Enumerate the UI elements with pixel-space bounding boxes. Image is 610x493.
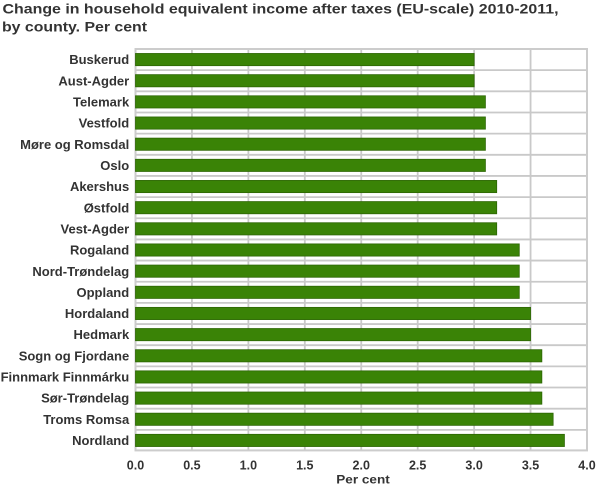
svg-text:Finnmark Finnmárku: Finnmark Finnmárku [1,370,130,385]
svg-text:Sør-Trøndelag: Sør-Trøndelag [41,391,129,406]
svg-text:3.5: 3.5 [522,458,539,472]
svg-text:Troms Romsa: Troms Romsa [43,412,130,427]
svg-text:Møre og Romsdal: Møre og Romsdal [20,137,129,152]
svg-text:0.5: 0.5 [183,458,200,472]
svg-text:4.0: 4.0 [578,458,595,472]
svg-text:Hordaland: Hordaland [65,306,129,321]
svg-text:0.0: 0.0 [127,458,144,472]
svg-text:Telemark: Telemark [73,94,130,109]
svg-text:Per cent: Per cent [336,473,390,487]
svg-text:Nordland: Nordland [72,433,129,448]
svg-text:Sogn og Fjordane: Sogn og Fjordane [19,348,130,363]
svg-text:Oslo: Oslo [100,158,129,173]
svg-text:Akershus: Akershus [70,179,129,194]
svg-text:Aust-Agder: Aust-Agder [58,73,129,88]
svg-text:Hedmark: Hedmark [74,327,130,342]
svg-text:Rogaland: Rogaland [70,243,129,258]
svg-text:2.0: 2.0 [353,458,370,472]
svg-text:by county. Per cent: by county. Per cent [2,19,147,35]
svg-text:Buskerud: Buskerud [69,52,129,67]
svg-text:3.0: 3.0 [465,458,482,472]
svg-text:1.0: 1.0 [240,458,257,472]
svg-text:Vest-Agder: Vest-Agder [61,221,130,236]
svg-text:2.5: 2.5 [409,458,426,472]
svg-text:Change in household equivalent: Change in household equivalent income af… [3,2,559,18]
svg-text:1.5: 1.5 [296,458,313,472]
svg-text:Østfold: Østfold [84,200,130,215]
svg-text:Nord-Trøndelag: Nord-Trøndelag [32,264,129,279]
svg-text:Oppland: Oppland [76,285,129,300]
svg-text:Vestfold: Vestfold [79,116,130,131]
